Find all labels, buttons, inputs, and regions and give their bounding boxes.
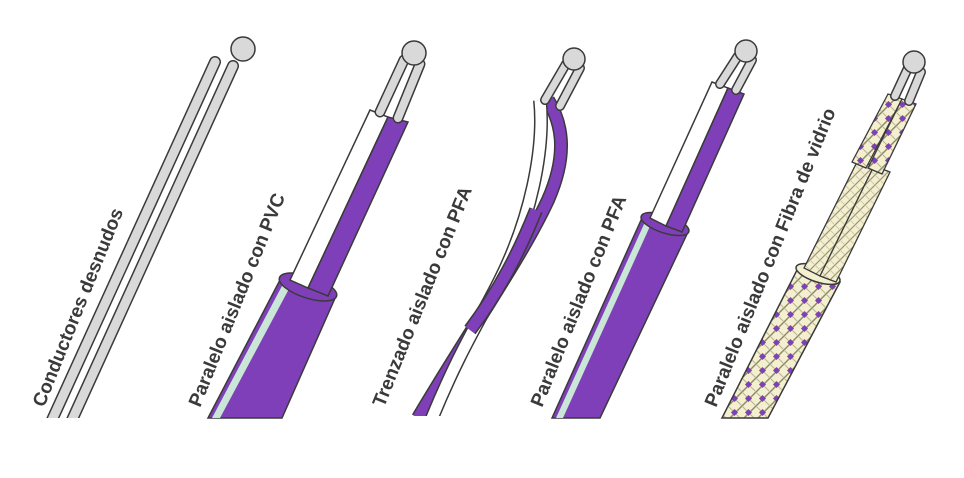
cable-pfa-parallel bbox=[550, 39, 758, 419]
cable-bare-conductors bbox=[40, 36, 256, 430]
cable-pfa-twisted bbox=[405, 47, 586, 430]
junction-bead bbox=[734, 39, 758, 63]
junction-bead bbox=[562, 47, 586, 71]
label-bare-conductors: Conductores desnudos bbox=[29, 205, 128, 410]
label-pfa-twisted: Trenzado aislado con PFA bbox=[369, 183, 477, 409]
junction-bead bbox=[902, 50, 926, 74]
cable-glass-fiber-parallel bbox=[720, 50, 926, 419]
cable-pvc-parallel bbox=[206, 40, 427, 419]
junction-bead bbox=[401, 40, 427, 66]
junction-bead bbox=[230, 36, 256, 62]
